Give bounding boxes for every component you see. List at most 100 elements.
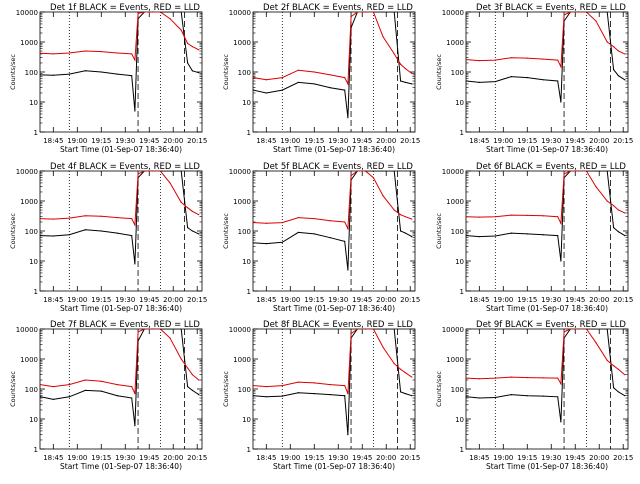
- x-tick-label: 19:45: [352, 137, 372, 145]
- y-tick-label: 10000: [442, 326, 464, 334]
- data-point: [187, 226, 189, 229]
- data-point: [404, 393, 407, 395]
- data-point: [68, 384, 70, 386]
- x-tick-label: 19:00: [280, 137, 300, 145]
- data-point: [198, 379, 200, 381]
- data-point: [313, 71, 315, 73]
- x-tick-label: 19:30: [541, 137, 561, 145]
- data-point: [191, 389, 194, 391]
- data-point: [356, 329, 359, 330]
- series-group: [466, 12, 626, 103]
- panel-1: Det 1f BLACK = Events, RED = LLD 1 10 100 10…: [9, 3, 207, 154]
- x-tick-label: 20:00: [589, 137, 609, 145]
- data-point: [577, 329, 580, 330]
- data-point: [606, 329, 608, 330]
- data-point: [198, 72, 200, 74]
- plot-frame: [39, 11, 203, 133]
- data-point: [585, 12, 588, 13]
- x-tick-label: 20:15: [613, 454, 633, 462]
- data-point: [382, 12, 384, 13]
- data-point: [151, 171, 154, 172]
- series-group: [40, 171, 200, 265]
- data-point: [478, 59, 480, 62]
- x-tick-label: 20:00: [589, 454, 609, 462]
- data-point: [131, 397, 133, 399]
- y-tick-label: 10: [455, 416, 464, 424]
- x-tick-label: 19:45: [565, 137, 585, 145]
- series-line-events: [466, 329, 626, 422]
- data-point: [265, 222, 267, 224]
- series-line-lld: [40, 329, 200, 394]
- panel-title: Det 3f BLACK = Events, RED = LLD: [476, 3, 626, 13]
- data-point: [560, 260, 562, 262]
- data-point: [265, 243, 267, 245]
- y-tick-label: 1000: [20, 198, 38, 206]
- data-point: [265, 92, 267, 94]
- data-point: [180, 358, 182, 360]
- data-point: [84, 50, 86, 52]
- data-point: [329, 237, 331, 239]
- data-point: [466, 80, 468, 82]
- data-point: [116, 52, 118, 54]
- data-point: [253, 77, 255, 79]
- data-point: [613, 46, 615, 48]
- y-axis-label: Counts/sec: [9, 213, 17, 249]
- x-axis-label: Start Time (01-Sep-07 18:36:40): [273, 304, 395, 313]
- data-point: [356, 12, 359, 13]
- y-tick-label: 10000: [442, 9, 464, 17]
- data-point: [557, 80, 559, 82]
- x-tick-label: 19:45: [139, 137, 159, 145]
- x-axis-label: Start Time (01-Sep-07 18:36:40): [486, 304, 608, 313]
- y-tick-label: 10000: [16, 326, 38, 334]
- data-point: [52, 74, 54, 76]
- data-point: [151, 12, 154, 13]
- x-tick-label: 20:15: [613, 137, 633, 145]
- data-point: [606, 41, 608, 43]
- y-tick-label: 100: [25, 69, 38, 77]
- data-point: [613, 205, 615, 207]
- y-axis-label: Counts/sec: [9, 371, 17, 407]
- data-point: [68, 234, 70, 236]
- data-point: [350, 333, 352, 335]
- data-point: [595, 329, 597, 330]
- data-point: [382, 36, 384, 38]
- data-point: [40, 217, 42, 220]
- data-point: [169, 18, 171, 20]
- data-point: [313, 233, 315, 235]
- x-tick-label: 19:00: [280, 454, 300, 462]
- y-tick-label: 10000: [16, 9, 38, 17]
- data-point: [393, 363, 395, 365]
- data-point: [510, 394, 512, 396]
- data-point: [563, 173, 565, 175]
- x-tick-label: 19:30: [115, 296, 135, 304]
- data-point: [265, 79, 267, 81]
- series-line-lld: [40, 12, 200, 62]
- data-point: [400, 391, 402, 393]
- data-point: [84, 229, 86, 231]
- data-point: [478, 81, 480, 84]
- y-axis-label: Counts/sec: [222, 213, 230, 249]
- y-axis-label: Counts/sec: [9, 54, 17, 90]
- data-point: [180, 329, 182, 330]
- y-tick-label: 10000: [442, 168, 464, 176]
- data-point: [577, 171, 580, 172]
- data-point: [560, 222, 562, 224]
- data-point: [382, 195, 384, 197]
- data-point: [595, 342, 597, 344]
- data-point: [134, 110, 136, 112]
- data-point: [191, 46, 194, 48]
- x-tick-label: 19:15: [304, 454, 324, 462]
- x-tick-label: 18:45: [43, 137, 63, 145]
- x-tick-label: 18:45: [256, 296, 276, 304]
- x-tick-label: 20:00: [376, 454, 396, 462]
- x-tick-label: 18:45: [256, 137, 276, 145]
- data-point: [100, 390, 102, 392]
- data-point: [494, 235, 496, 237]
- data-point: [411, 218, 413, 220]
- data-point: [134, 393, 136, 395]
- data-point: [466, 216, 468, 218]
- data-point: [68, 73, 70, 75]
- data-point: [347, 434, 349, 436]
- data-point: [198, 394, 200, 396]
- x-tick-label: 19:15: [91, 137, 111, 145]
